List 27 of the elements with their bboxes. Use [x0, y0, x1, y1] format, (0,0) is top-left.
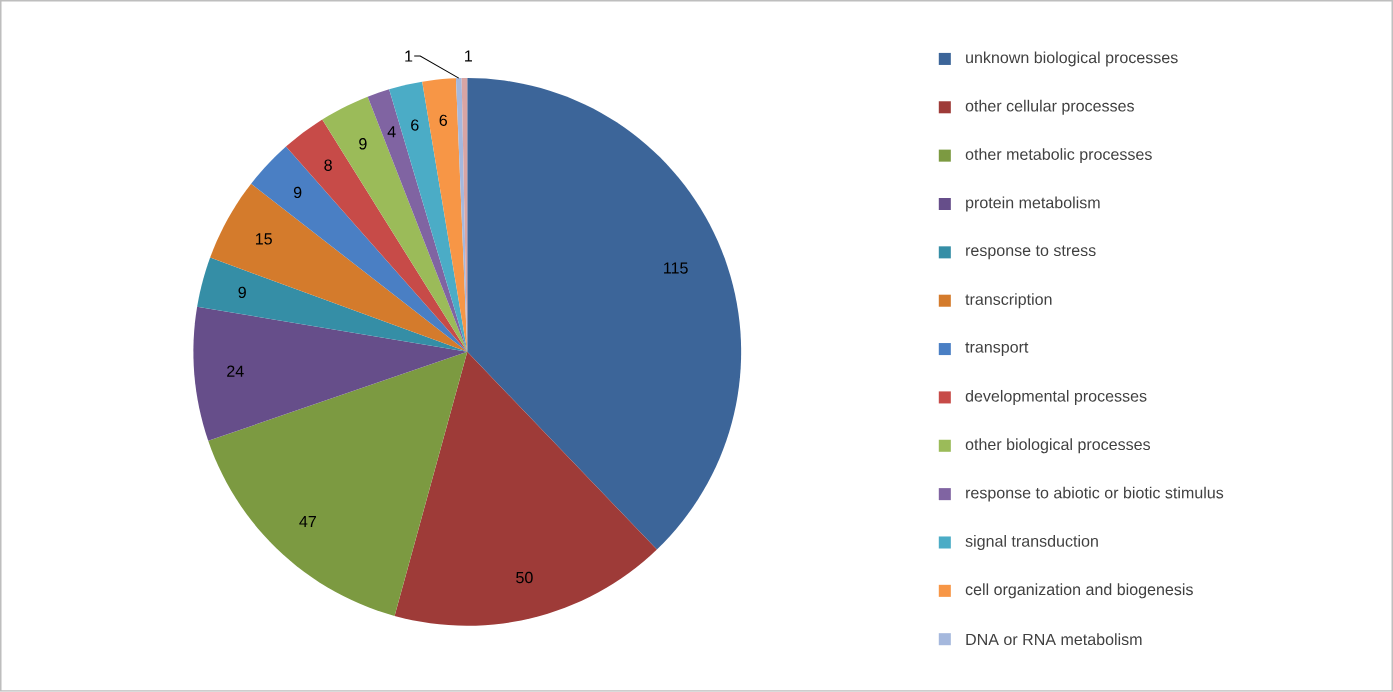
- legend-label: signal transduction: [965, 535, 1098, 551]
- data-label: 47: [299, 516, 316, 528]
- legend-label: DNA or RNA metabolism: [966, 633, 1142, 646]
- legend-label: other metabolic processes: [965, 148, 1152, 164]
- data-label: 9: [359, 138, 367, 150]
- data-label: 50: [516, 572, 533, 584]
- data-label: 9: [293, 186, 302, 199]
- legend-label: transcription: [965, 293, 1052, 309]
- data-label: 1: [465, 50, 472, 62]
- legend-label: other biological processes: [965, 438, 1151, 454]
- data-label: 115: [664, 262, 688, 274]
- data-label: 1: [405, 50, 413, 62]
- legend-label: other cellular processes: [965, 99, 1134, 115]
- legend-label: protein metabolism: [966, 196, 1100, 212]
- data-label: 15: [255, 233, 272, 245]
- data-label: 6: [439, 114, 447, 127]
- data-label: 9: [238, 286, 246, 299]
- legend-label: cell organization and biogenesis: [965, 583, 1193, 599]
- legend-label: transport: [965, 342, 1029, 357]
- legend-label: response to stress: [966, 245, 1096, 260]
- data-label: 4: [387, 126, 396, 138]
- data-label: 24: [227, 365, 244, 377]
- legend-label: response to abiotic or biotic stimulus: [966, 486, 1224, 502]
- data-label: 6: [411, 119, 419, 131]
- data-label: 8: [324, 159, 332, 172]
- legend-label: unknown biological processes: [966, 51, 1178, 67]
- legend-label: developmental processes: [965, 390, 1147, 406]
